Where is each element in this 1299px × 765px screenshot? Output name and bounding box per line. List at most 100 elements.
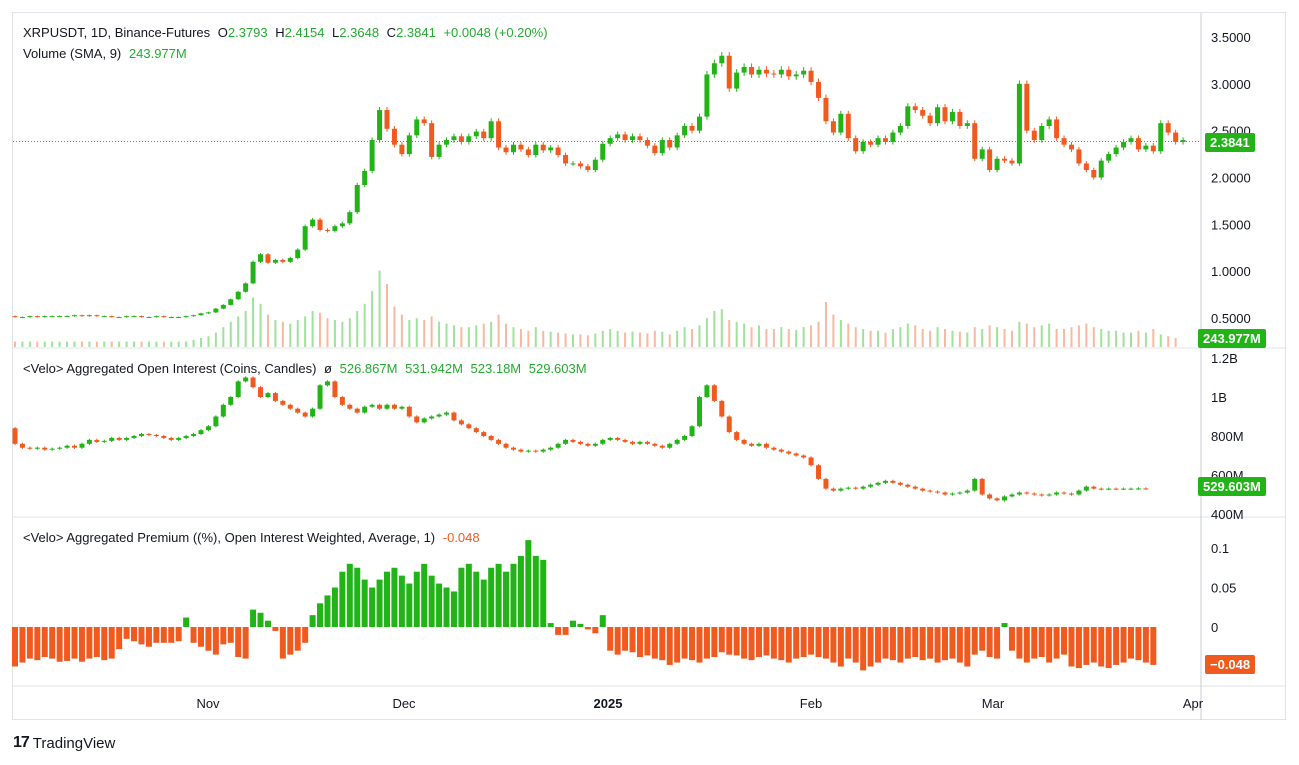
oi-candle	[1061, 492, 1067, 494]
premium-bar	[116, 627, 123, 650]
oi-candle	[905, 484, 911, 487]
oi-v1: 526.867M	[339, 361, 398, 376]
premium-axis-tick: 0	[1211, 620, 1218, 635]
oi-candle	[317, 385, 323, 409]
volume-bar	[750, 327, 753, 347]
price-candle	[771, 73, 777, 75]
price-candle	[161, 316, 167, 318]
premium-bar	[889, 627, 896, 661]
oi-candle	[220, 404, 226, 417]
legend-close-label: C	[386, 25, 397, 40]
premium-bar	[413, 571, 420, 627]
volume-bar	[765, 329, 768, 347]
volume-bar	[289, 323, 292, 347]
oi-candle	[503, 443, 509, 448]
premium-bar	[659, 627, 666, 661]
oi-candle	[287, 404, 293, 409]
oi-axis-tick: 400M	[1211, 507, 1244, 522]
volume-bar	[676, 330, 679, 347]
oi-candle	[49, 448, 55, 450]
premium-bar	[904, 627, 911, 659]
premium-bar	[64, 627, 71, 661]
volume-bar	[1144, 332, 1147, 347]
oi-candle	[391, 404, 397, 409]
premium-bar	[733, 627, 740, 656]
volume-bar	[1100, 329, 1103, 347]
legend-open: 2.3793	[227, 25, 268, 40]
price-candle	[964, 123, 970, 126]
volume-bar	[624, 332, 627, 347]
premium-bar	[756, 627, 762, 658]
oi-candle	[935, 491, 941, 493]
oi-candle	[168, 437, 174, 440]
price-candle	[853, 138, 859, 152]
volume-bar	[847, 323, 850, 347]
volume-bar	[832, 314, 835, 347]
premium-bar	[1061, 627, 1068, 655]
price-candle	[414, 119, 420, 136]
volume-bar	[929, 330, 932, 347]
volume-bar	[601, 330, 604, 347]
price-candle	[793, 74, 799, 77]
premium-bar	[681, 627, 688, 659]
premium-bar	[1090, 627, 1097, 663]
price-candle	[265, 254, 271, 263]
premium-bar	[971, 627, 978, 655]
tradingview-logo[interactable]: 17 TradingView	[13, 734, 115, 752]
volume-bar	[728, 320, 731, 347]
volume-bar	[460, 327, 463, 347]
volume-bar	[43, 341, 46, 347]
premium-bar	[726, 627, 733, 655]
volume-bar	[252, 297, 255, 347]
volume-bar	[557, 332, 560, 347]
volume-bar	[527, 330, 530, 347]
volume-bar	[1018, 321, 1021, 347]
oi-candle	[146, 434, 152, 436]
price-axis-tick: 1.0000	[1211, 264, 1251, 279]
oi-candle	[607, 437, 613, 440]
premium-bar	[168, 627, 175, 643]
premium-bar	[145, 627, 152, 647]
volume-bar	[393, 306, 396, 347]
premium-bar	[875, 627, 882, 663]
price-candle	[801, 70, 807, 75]
price-candle	[205, 312, 211, 314]
price-candle	[34, 316, 40, 318]
price-candle	[347, 212, 353, 224]
oi-candle	[741, 439, 747, 444]
oi-candle	[384, 404, 390, 409]
premium-bar	[71, 627, 78, 659]
oi-candle	[786, 451, 792, 454]
oi-candle	[912, 486, 918, 489]
oi-candle	[466, 424, 472, 429]
price-candle	[868, 141, 874, 145]
premium-bar	[376, 579, 383, 627]
legend-low-label: L	[332, 25, 340, 40]
oi-candle	[1083, 486, 1089, 491]
price-candle	[719, 55, 725, 64]
premium-bar	[205, 627, 212, 651]
oi-candle	[183, 436, 189, 438]
volume-bar	[319, 312, 322, 347]
premium-bar	[547, 623, 554, 627]
volume-bar	[423, 320, 426, 347]
time-axis-tick: Apr	[1183, 696, 1204, 711]
volume-bar	[497, 314, 500, 347]
premium-bar	[153, 627, 160, 643]
price-candle	[711, 63, 717, 75]
volume-bar	[534, 327, 537, 347]
premium-bar	[703, 627, 710, 659]
premium-bar	[361, 579, 368, 627]
oi-candle	[778, 449, 784, 452]
price-candle	[64, 316, 70, 318]
oi-candle	[801, 455, 807, 458]
oi-v3: 523.18M	[470, 361, 522, 376]
volume-bar	[445, 323, 448, 347]
price-candle	[131, 316, 137, 318]
premium-bar	[763, 627, 770, 656]
price-candle	[295, 249, 301, 259]
volume-bar	[616, 330, 619, 347]
price-candle	[109, 316, 115, 318]
price-candle	[406, 135, 412, 155]
